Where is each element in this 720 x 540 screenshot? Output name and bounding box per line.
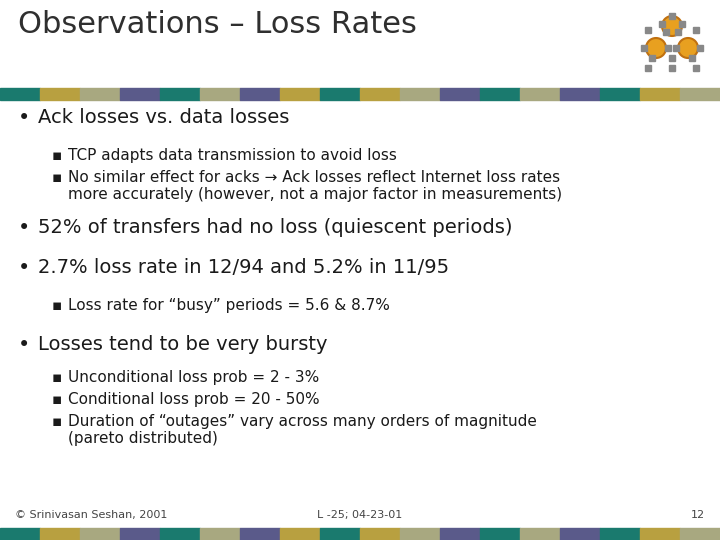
Text: L -25; 04-23-01: L -25; 04-23-01 [318, 510, 402, 520]
Text: Unconditional loss prob = 2 - 3%: Unconditional loss prob = 2 - 3% [68, 370, 319, 385]
Bar [400, 88, 440, 100]
Text: ▪: ▪ [52, 170, 63, 185]
Bar [80, 88, 120, 100]
Text: ▪: ▪ [52, 370, 63, 385]
Bar [649, 55, 655, 61]
Text: TCP adapts data transmission to avoid loss: TCP adapts data transmission to avoid lo… [68, 148, 397, 163]
Text: Duration of “outages” vary across many orders of magnitude
(pareto distributed): Duration of “outages” vary across many o… [68, 414, 537, 447]
Bar [641, 45, 647, 51]
Text: 12: 12 [691, 510, 705, 520]
Bar [240, 88, 280, 100]
Bar [675, 29, 681, 35]
Bar [659, 21, 665, 27]
Bar [280, 88, 320, 100]
Bar [600, 88, 640, 100]
Bar [640, 88, 680, 100]
Bar [480, 88, 520, 100]
Bar [0, 528, 40, 540]
Bar [320, 528, 360, 540]
Text: Conditional loss prob = 20 - 50%: Conditional loss prob = 20 - 50% [68, 392, 320, 407]
Bar [669, 55, 675, 61]
Text: •: • [18, 218, 30, 238]
Text: •: • [18, 335, 30, 355]
Text: ▪: ▪ [52, 298, 63, 313]
Text: Observations – Loss Rates: Observations – Loss Rates [18, 10, 417, 39]
Bar [40, 528, 80, 540]
Circle shape [662, 16, 682, 36]
Bar [560, 528, 600, 540]
Bar [679, 21, 685, 27]
Bar [240, 528, 280, 540]
Bar [693, 27, 699, 33]
Text: © Srinivasan Seshan, 2001: © Srinivasan Seshan, 2001 [15, 510, 167, 520]
Bar [673, 45, 679, 51]
Bar [645, 65, 651, 71]
Bar [200, 88, 240, 100]
Bar [280, 528, 320, 540]
Bar [600, 528, 640, 540]
Text: 2.7% loss rate in 12/94 and 5.2% in 11/95: 2.7% loss rate in 12/94 and 5.2% in 11/9… [38, 258, 449, 277]
Text: ▪: ▪ [52, 414, 63, 429]
Bar [360, 528, 400, 540]
Text: No similar effect for acks → Ack losses reflect Internet loss rates
more accurat: No similar effect for acks → Ack losses … [68, 170, 562, 202]
Bar [665, 45, 671, 51]
Bar [669, 65, 675, 71]
Circle shape [646, 38, 666, 58]
Bar [680, 528, 720, 540]
Bar [680, 88, 720, 100]
Bar [669, 13, 675, 19]
Bar [440, 88, 480, 100]
Bar [440, 528, 480, 540]
Bar [320, 88, 360, 100]
Bar [120, 528, 160, 540]
Bar [360, 88, 400, 100]
Text: Losses tend to be very bursty: Losses tend to be very bursty [38, 335, 328, 354]
Bar [120, 88, 160, 100]
Bar [40, 88, 80, 100]
Text: ▪: ▪ [52, 148, 63, 163]
Bar [640, 528, 680, 540]
Bar [560, 88, 600, 100]
Bar [697, 45, 703, 51]
Bar [693, 65, 699, 71]
Text: ▪: ▪ [52, 392, 63, 407]
Bar [480, 528, 520, 540]
Text: •: • [18, 258, 30, 278]
Bar [663, 29, 669, 35]
Bar [0, 88, 40, 100]
Text: Loss rate for “busy” periods = 5.6 & 8.7%: Loss rate for “busy” periods = 5.6 & 8.7… [68, 298, 390, 313]
Bar [689, 55, 695, 61]
Bar [200, 528, 240, 540]
Bar [520, 88, 560, 100]
Bar [160, 528, 200, 540]
Bar [520, 528, 560, 540]
Circle shape [678, 38, 698, 58]
Text: •: • [18, 108, 30, 128]
Text: Ack losses vs. data losses: Ack losses vs. data losses [38, 108, 289, 127]
Bar [400, 528, 440, 540]
Bar [80, 528, 120, 540]
Bar [160, 88, 200, 100]
Bar [645, 27, 651, 33]
Text: 52% of transfers had no loss (quiescent periods): 52% of transfers had no loss (quiescent … [38, 218, 513, 237]
